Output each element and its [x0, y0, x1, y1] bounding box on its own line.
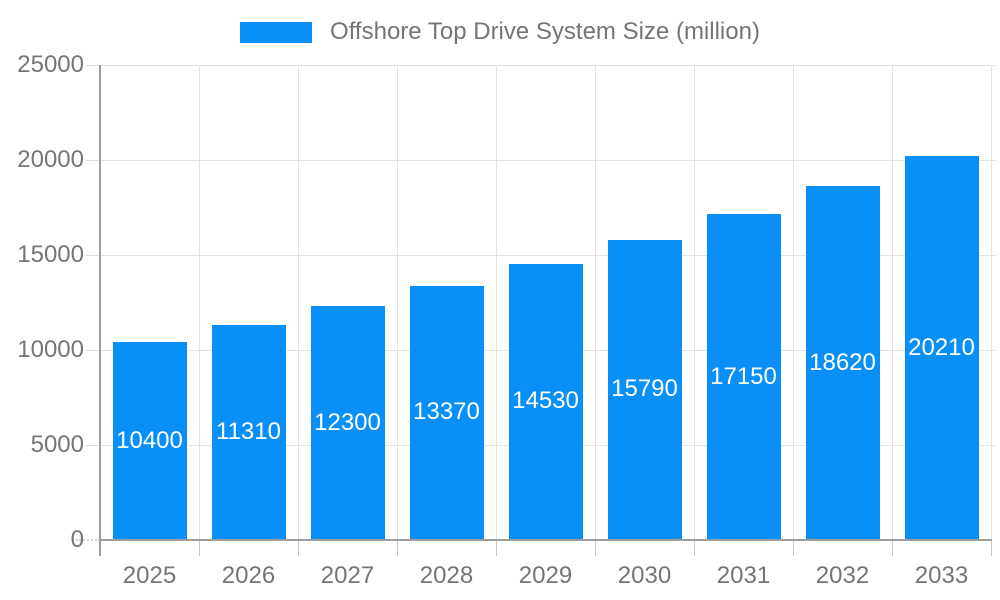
bar-2029	[508, 263, 583, 539]
y-gridline	[100, 64, 996, 66]
x-gridline	[198, 65, 200, 540]
x-gridline	[990, 65, 992, 540]
x-tick-label-2030: 2030	[617, 562, 672, 589]
bar-value-label: 14530	[512, 387, 579, 415]
bar-2027	[310, 306, 385, 539]
x-tick	[990, 540, 992, 556]
bar-2025	[112, 342, 187, 539]
x-gridline	[792, 65, 794, 540]
y-tick-label: 5000	[30, 431, 84, 458]
legend-swatch	[240, 21, 313, 43]
y-gridline	[100, 254, 996, 256]
bar-value-label: 11310	[216, 418, 281, 446]
y-tick-label: 0	[70, 526, 84, 553]
x-tick	[297, 540, 299, 556]
x-tick	[792, 540, 794, 556]
bar-value-label: 20210	[908, 333, 975, 361]
y-tick	[86, 159, 100, 161]
y-tick-label: 20000	[17, 146, 84, 173]
x-tick	[594, 540, 596, 556]
x-tick	[396, 540, 398, 556]
bar-value-label: 18620	[809, 348, 876, 376]
x-tick-label-2031: 2031	[716, 562, 771, 589]
x-axis-line	[99, 539, 992, 541]
x-tick-label-2029: 2029	[518, 562, 573, 589]
legend: Offshore Top Drive System Size (million)	[0, 18, 1000, 46]
x-tick	[495, 540, 497, 556]
x-tick	[693, 540, 695, 556]
x-tick-label-2027: 2027	[320, 562, 375, 589]
y-tick-label: 10000	[17, 336, 84, 363]
x-gridline	[594, 65, 596, 540]
x-gridline	[396, 65, 398, 540]
x-tick	[198, 540, 200, 556]
x-gridline	[891, 65, 893, 540]
bar-2033	[904, 156, 979, 539]
x-tick	[891, 540, 893, 556]
bar-value-label: 10400	[116, 426, 183, 454]
bar-value-label: 12300	[314, 408, 381, 436]
x-gridline	[495, 65, 497, 540]
legend-label: Offshore Top Drive System Size (million)	[330, 18, 760, 45]
x-gridline	[297, 65, 299, 540]
y-tick	[86, 349, 100, 351]
x-gridline	[693, 65, 695, 540]
x-tick-label-2033: 2033	[914, 562, 969, 589]
y-tick	[86, 444, 100, 446]
y-tick	[86, 254, 100, 256]
x-tick-label-2025: 2025	[122, 562, 177, 589]
x-tick-label-2028: 2028	[419, 562, 474, 589]
y-tick-label: 15000	[17, 241, 84, 268]
bar-2032	[805, 186, 880, 539]
bar-value-label: 17150	[710, 362, 777, 390]
y-gridline	[100, 159, 996, 161]
bar-value-label: 15790	[611, 375, 678, 403]
y-tick-zero	[76, 539, 100, 541]
y-tick	[86, 64, 100, 66]
bar-2028	[409, 285, 484, 539]
bar-2030	[607, 239, 682, 539]
y-axis-line	[99, 65, 101, 556]
y-tick-label: 25000	[17, 51, 84, 78]
x-tick-label-2032: 2032	[815, 562, 870, 589]
bar-2031	[706, 214, 781, 539]
bar-2026	[211, 325, 286, 539]
x-tick-label-2026: 2026	[221, 562, 276, 589]
bar-value-label: 13370	[413, 398, 480, 426]
